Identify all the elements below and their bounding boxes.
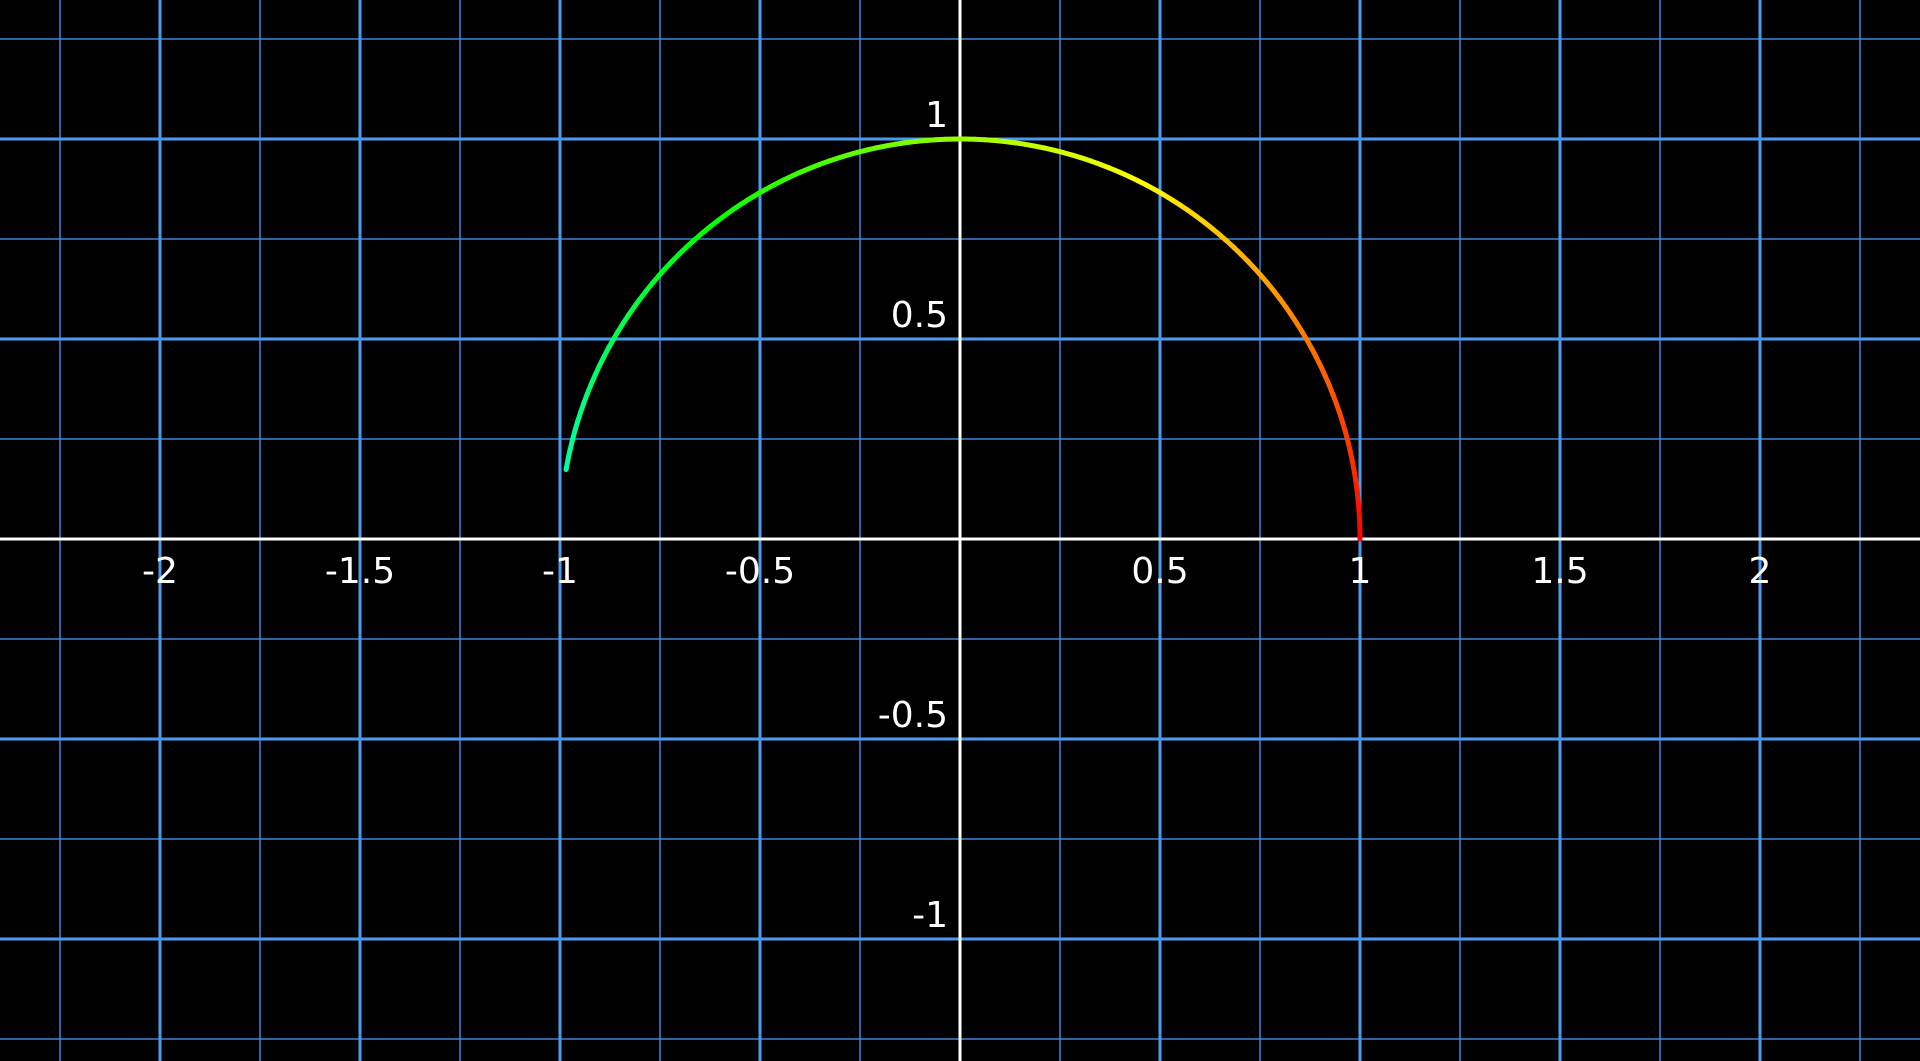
y-tick-label: 1 bbox=[925, 95, 948, 136]
x-tick-label: -2 bbox=[142, 551, 178, 592]
y-tick-label: -0.5 bbox=[878, 695, 948, 736]
arc-curve bbox=[563, 136, 1363, 542]
y-tick-label: -1 bbox=[912, 895, 948, 936]
x-tick-label: 1 bbox=[1349, 551, 1372, 592]
x-tick-label: -1.5 bbox=[325, 551, 395, 592]
y-tick-label: 0.5 bbox=[891, 295, 948, 336]
x-tick-label: 2 bbox=[1749, 551, 1772, 592]
x-tick-label: 1.5 bbox=[1531, 551, 1588, 592]
y-tick-labels: 1 0.5 -0.5 -1 bbox=[878, 95, 948, 936]
x-tick-label: -1 bbox=[542, 551, 578, 592]
x-tick-labels: -2 -1.5 -1 -0.5 0.5 1 1.5 2 bbox=[142, 551, 1771, 592]
curve-segment bbox=[563, 457, 571, 473]
x-tick-label: -0.5 bbox=[725, 551, 795, 592]
x-tick-label: 0.5 bbox=[1131, 551, 1188, 592]
